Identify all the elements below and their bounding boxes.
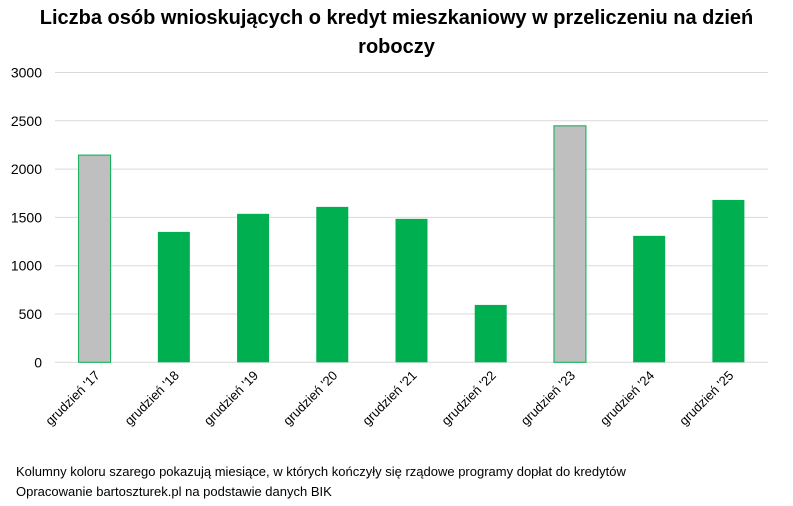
y-tick-label: 1500: [11, 209, 42, 225]
bar: [316, 206, 349, 363]
x-tick-label: grudzień '18: [122, 368, 182, 428]
bar: [237, 213, 270, 363]
x-tick-label: grudzień '25: [676, 368, 736, 428]
x-tick-label: grudzień '19: [201, 368, 261, 428]
footnote: Kolumny koloru szarego pokazują miesiące…: [16, 464, 626, 479]
bar: [157, 231, 190, 363]
bar: [395, 218, 428, 363]
y-tick-label: 0: [34, 354, 42, 370]
y-tick-label: 500: [19, 306, 43, 322]
y-tick-label: 2000: [11, 161, 42, 177]
y-tick-label: 3000: [11, 65, 42, 81]
y-tick-label: 1000: [11, 258, 42, 274]
y-tick-label: 2500: [11, 113, 42, 129]
bar: [78, 154, 112, 363]
x-tick-label: grudzień '22: [438, 368, 498, 428]
x-tick-label: grudzień '17: [42, 368, 102, 428]
x-tick-label: grudzień '24: [597, 368, 657, 428]
x-tick-label: grudzień '23: [518, 368, 578, 428]
bar: [474, 304, 507, 363]
chart-title: Liczba osób wnioskujących o kredyt miesz…: [39, 7, 754, 58]
x-tick-label: grudzień '21: [359, 368, 419, 428]
source-note: Opracowanie bartoszturek.pl na podstawie…: [16, 484, 332, 499]
bar: [553, 125, 587, 363]
bar: [712, 199, 745, 363]
x-tick-label: grudzień '20: [280, 368, 340, 428]
bar: [633, 235, 666, 363]
